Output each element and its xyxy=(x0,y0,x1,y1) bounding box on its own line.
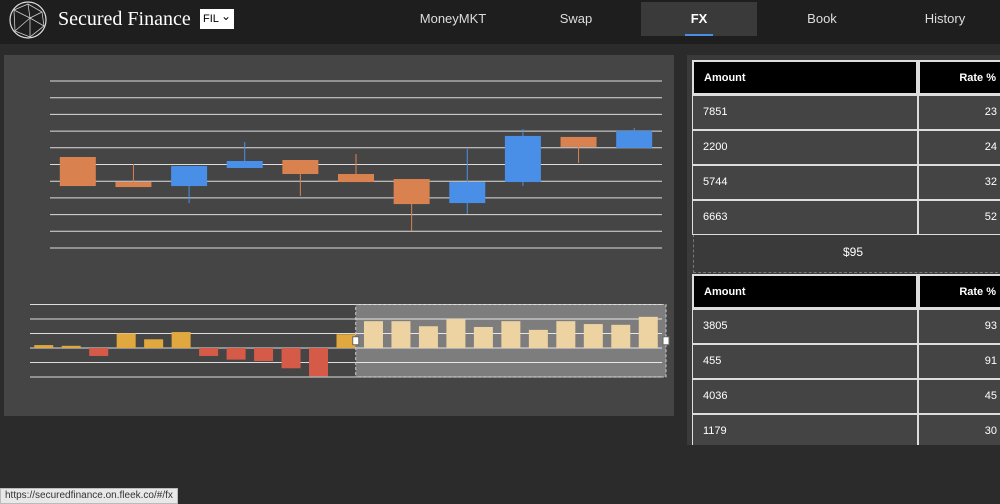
logo xyxy=(9,1,47,39)
volume-bar xyxy=(309,348,329,377)
candle-body xyxy=(560,136,597,147)
candle-body xyxy=(449,182,486,204)
brush xyxy=(355,304,667,378)
nav-item[interactable]: MoneyMKT xyxy=(419,11,487,26)
volume-bar xyxy=(89,348,109,356)
brush-handle xyxy=(662,336,670,346)
volume-bar xyxy=(583,324,603,348)
volume-bar xyxy=(446,319,466,348)
volume-bar xyxy=(61,345,81,348)
candle-body xyxy=(226,160,263,169)
volume-bar xyxy=(418,326,438,348)
volume-bar xyxy=(199,348,219,356)
rate-cell: 30 xyxy=(918,414,1000,445)
candle-body xyxy=(393,179,430,205)
order-book: $95 Amount Rate % 7851 23 2200 24 5744 32 6663 52… xyxy=(687,55,1000,445)
amount-cell: 7851 xyxy=(692,95,918,130)
column-header: Amount xyxy=(692,60,918,95)
rate-cell: 24 xyxy=(918,130,1000,165)
candle-body xyxy=(59,156,96,187)
header: Secured Finance FIL MoneyMKT Swap FX Boo… xyxy=(0,0,1000,44)
spread: $95 xyxy=(693,229,1000,273)
candle-body xyxy=(504,135,541,183)
volume-bar xyxy=(144,339,164,348)
chart xyxy=(30,80,670,378)
nav-item[interactable]: Book xyxy=(807,11,837,26)
rate-cell: 93 xyxy=(918,309,1000,344)
column-header: Amount xyxy=(692,274,918,309)
rate-cell: 32 xyxy=(918,165,1000,200)
volume-bar xyxy=(281,348,301,369)
candle-body xyxy=(338,174,374,183)
volume-bar xyxy=(226,348,246,360)
volume-bar xyxy=(473,326,493,348)
volume-bar xyxy=(528,329,548,348)
nav-item[interactable]: Swap xyxy=(559,11,593,26)
amount-cell: 455 xyxy=(692,344,918,379)
rate-cell: 91 xyxy=(918,344,1000,379)
volume-bar xyxy=(171,332,191,348)
column-header: Rate % xyxy=(918,60,1000,95)
candle-body xyxy=(616,130,653,148)
rate-cell: 23 xyxy=(918,95,1000,130)
amount-cell: 6663 xyxy=(692,200,918,235)
amount-cell: 4036 xyxy=(692,379,918,414)
amount-cell: 3805 xyxy=(692,309,918,344)
candle-body xyxy=(171,166,208,187)
volume-bar xyxy=(34,345,54,348)
amount-cell: 1179 xyxy=(692,414,918,445)
volume-bar xyxy=(611,324,631,348)
volume-bar xyxy=(556,321,576,348)
volume-bar xyxy=(391,321,411,348)
volume-bar xyxy=(254,348,274,362)
chart-panel xyxy=(4,55,674,416)
nav-item[interactable]: History xyxy=(924,11,966,26)
currency-select[interactable]: FIL xyxy=(200,6,234,29)
nav-item[interactable]: FX xyxy=(641,2,757,36)
volume-bar xyxy=(501,321,521,348)
amount-cell: 2200 xyxy=(692,130,918,165)
column-header: Rate % xyxy=(918,274,1000,309)
brush-handle xyxy=(352,336,360,346)
status-url: https://securedfinance.on.fleek.co/#/fx xyxy=(0,488,178,504)
brand[interactable]: Secured Finance xyxy=(58,8,191,30)
volume-bar xyxy=(336,334,356,348)
amount-cell: 5744 xyxy=(692,165,918,200)
rate-cell: 52 xyxy=(918,200,1000,235)
volume-bar xyxy=(116,333,136,348)
candle-body xyxy=(282,159,319,175)
candle-body xyxy=(115,182,152,188)
rate-cell: 45 xyxy=(918,379,1000,414)
volume-bar xyxy=(363,321,383,348)
volume-bar xyxy=(638,316,658,348)
